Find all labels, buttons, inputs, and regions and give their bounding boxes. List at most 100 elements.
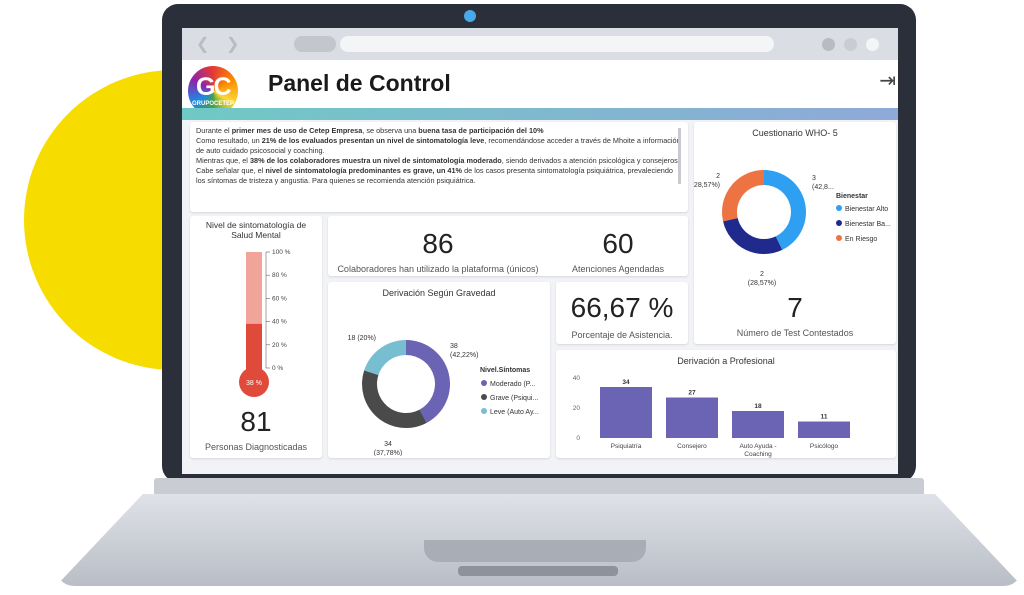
severity-data-label: (42,22%)	[450, 352, 478, 359]
laptop-hinge	[154, 478, 924, 496]
who5-legend-title: Bienestar	[836, 193, 868, 200]
thermometer-title-2: Salud Mental	[231, 230, 281, 240]
browser-toolbar: ❮ ❯	[182, 28, 898, 60]
browser-tab[interactable]	[294, 36, 336, 52]
thermometer-tick-label: 40 %	[272, 319, 287, 326]
thermometer-title-1: Nivel de sintomatología de	[205, 220, 307, 230]
summary-scrollbar[interactable]	[678, 128, 681, 184]
severity-legend-item: Leve (Auto Ay...	[490, 409, 539, 416]
thermometer-gauge: 38 % 100 % 80 % 60 % 40 % 20 % 0 %	[239, 249, 291, 397]
summary-paragraph: Durante el primer mes de uso de Cetep Em…	[196, 126, 684, 136]
professional-title: Derivación a Profesional	[677, 356, 775, 366]
kpi-card: 86 Colaboradores han utilizado la plataf…	[328, 216, 688, 276]
attendance-label: Porcentaje de Asistencia.	[571, 330, 673, 340]
atenciones-label: Atenciones Agendadas	[571, 264, 665, 274]
summary-text-segment: Como resultado, un	[196, 136, 262, 145]
bar-category-label: Consejero	[677, 443, 707, 450]
bar-value-label: 11	[821, 414, 828, 421]
severity-donut-chart: 38 (42,22%) 34 (37,78%) 18 (20%) Nivel.Síntom…	[348, 335, 539, 456]
bar[interactable]	[666, 397, 718, 439]
who5-slice[interactable]	[764, 170, 806, 250]
bar[interactable]	[798, 421, 850, 439]
colaboradores-label: Colaboradores han utilizado la plataform…	[337, 264, 539, 274]
summary-text-segment: , se observa una	[362, 126, 419, 135]
window-dot-icon[interactable]	[844, 38, 857, 51]
tests-label: Número de Test Contestados	[736, 328, 854, 338]
page-title: Panel de Control	[268, 70, 451, 96]
summary-text-segment: Mientras que, el	[196, 156, 250, 165]
thermometer-card: Nivel de sintomatología de Salud Mental …	[190, 216, 322, 458]
thermometer-tick-label: 80 %	[272, 272, 287, 279]
severity-slice[interactable]	[364, 340, 406, 376]
severity-data-label: 34	[384, 441, 392, 448]
thermometer-bulb-label: 38 %	[246, 380, 262, 387]
summary-paragraph: Cabe señalar que, el nivel de sintomatol…	[196, 166, 684, 186]
thermometer-bulb	[239, 367, 269, 397]
thermometer-tick-label: 60 %	[272, 295, 287, 302]
severity-legend-title: Nivel.Síntomas	[480, 367, 530, 374]
window-dot-icon[interactable]	[822, 38, 835, 51]
thermometer-tick-label: 0 %	[272, 365, 283, 372]
summary-highlight: primer mes de uso de Cetep Empresa	[231, 126, 363, 135]
summary-highlight: 21% de los evaluados presentan un nivel …	[261, 136, 485, 145]
exit-arrow-icon[interactable]: ⇥	[879, 70, 896, 92]
legend-swatch	[481, 380, 487, 386]
severity-title: Derivación Según Gravedad	[382, 288, 496, 298]
bar-category-label: Auto Ayuda -	[739, 443, 776, 450]
summary-paragraph: Como resultado, un 21% de los evaluados …	[196, 136, 684, 156]
forward-arrow-icon[interactable]: ❯	[226, 36, 240, 53]
grupocetep-logo: GC GRUPOCETEP	[188, 66, 238, 116]
back-arrow-icon[interactable]: ❮	[196, 36, 210, 53]
bar[interactable]	[732, 411, 784, 438]
atenciones-value: 60	[602, 228, 634, 259]
window-dot-icon[interactable]	[866, 38, 879, 51]
severity-card: Derivación Según Gravedad 38 (42,22%) 34 (3…	[328, 282, 550, 458]
summary-text-segment: Cabe señalar que, el	[196, 166, 266, 175]
bar-y-tick: 40	[573, 375, 581, 382]
diagnosed-value: 81	[240, 406, 272, 437]
diagnosed-label: Personas Diagnosticadas	[204, 442, 308, 452]
severity-data-label: 38	[450, 343, 458, 350]
summary-text-segment: Durante el	[196, 126, 232, 135]
logo-text: GRUPOCETEP	[192, 101, 235, 107]
header-gradient-strip	[182, 108, 898, 120]
professional-card: Derivación a Profesional 0 20 40 34 Psiquiat…	[556, 350, 896, 458]
summary-text-segment: , siendo derivados a atención psicológic…	[501, 156, 680, 165]
summary-highlight: buena tasa de participación del 10%	[418, 126, 544, 135]
who5-card: Cuestionario WHO- 5 3 (42,8... 2 (28,57%) 2 (…	[694, 122, 896, 344]
camera-icon	[464, 10, 476, 22]
summary-text-segment: de los casos presenta sintomatología psi…	[196, 166, 673, 185]
thermometer-tick-label: 20 %	[272, 342, 287, 349]
thermometer-tick-label: 100 %	[272, 249, 291, 256]
severity-slice[interactable]	[362, 370, 427, 428]
laptop-foot	[458, 566, 618, 576]
summary-card	[190, 122, 688, 212]
who5-title: Cuestionario WHO- 5	[752, 128, 838, 138]
who5-legend-item: Bienestar Ba...	[845, 221, 891, 228]
severity-data-label: (37,78%)	[374, 450, 402, 456]
attendance-value: 66,67 %	[570, 292, 674, 323]
who5-data-label: (42,8...	[812, 184, 834, 191]
severity-slice[interactable]	[406, 340, 450, 423]
who5-slice[interactable]	[722, 170, 764, 222]
thermometer-fill	[246, 323, 262, 374]
tests-value: 7	[787, 292, 803, 323]
who5-legend-item: En Riesgo	[845, 236, 877, 243]
bar-category-label: Psicólogo	[810, 443, 839, 450]
address-bar[interactable]	[340, 36, 774, 52]
who5-slice[interactable]	[723, 218, 783, 254]
bar-value-label: 27	[688, 390, 696, 397]
summary-text-segment: , recomendándose acceder a través de Mho…	[196, 136, 681, 155]
severity-data-label: 18 (20%)	[348, 335, 376, 342]
bar-y-tick: 0	[576, 435, 580, 442]
laptop-screen: ❮ ❯ GC GRUPOCETEP Panel de Control ⇥ Dur…	[182, 28, 898, 474]
who5-donut-chart: 3 (42,8... 2 (28,57%) 2 (28,57%) Bienestar Bien…	[694, 170, 891, 287]
summary-text: Durante el primer mes de uso de Cetep Em…	[196, 126, 684, 212]
who5-data-label: (28,57%)	[694, 182, 720, 189]
who5-data-label: 2	[716, 173, 720, 180]
laptop-notch	[424, 540, 646, 562]
bar[interactable]	[600, 387, 652, 438]
legend-swatch	[481, 408, 487, 414]
summary-paragraph: Mientras que, el 38% de los colaboradore…	[196, 156, 684, 166]
